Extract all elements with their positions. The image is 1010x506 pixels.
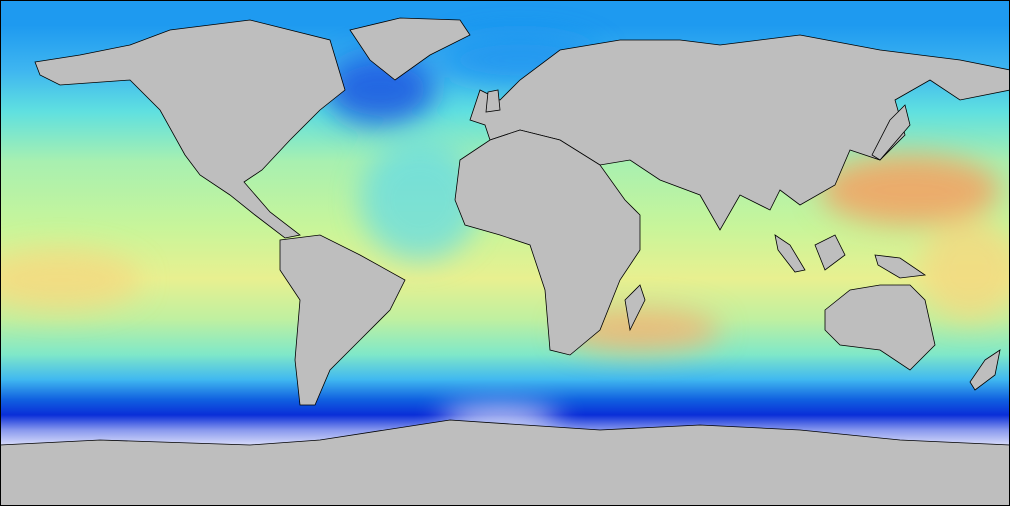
greenland (349, 17, 471, 81)
japan (871, 104, 911, 161)
borneo (814, 234, 846, 271)
atlantic-patch (360, 140, 480, 260)
south-america (279, 234, 406, 406)
sumatra (774, 234, 806, 273)
antarctica (0, 419, 1010, 506)
eurasia (469, 34, 1010, 231)
madagascar (624, 284, 646, 332)
australia (824, 284, 936, 371)
north-america (34, 19, 346, 239)
uk (485, 89, 501, 113)
continents (0, 17, 1010, 506)
new-zealand (969, 349, 1001, 391)
africa (454, 129, 641, 356)
warm-patch (820, 155, 1000, 225)
warm-patch (920, 220, 1010, 320)
new-guinea (874, 254, 927, 279)
cold-patch (325, 55, 435, 125)
warm-patch (0, 250, 140, 310)
